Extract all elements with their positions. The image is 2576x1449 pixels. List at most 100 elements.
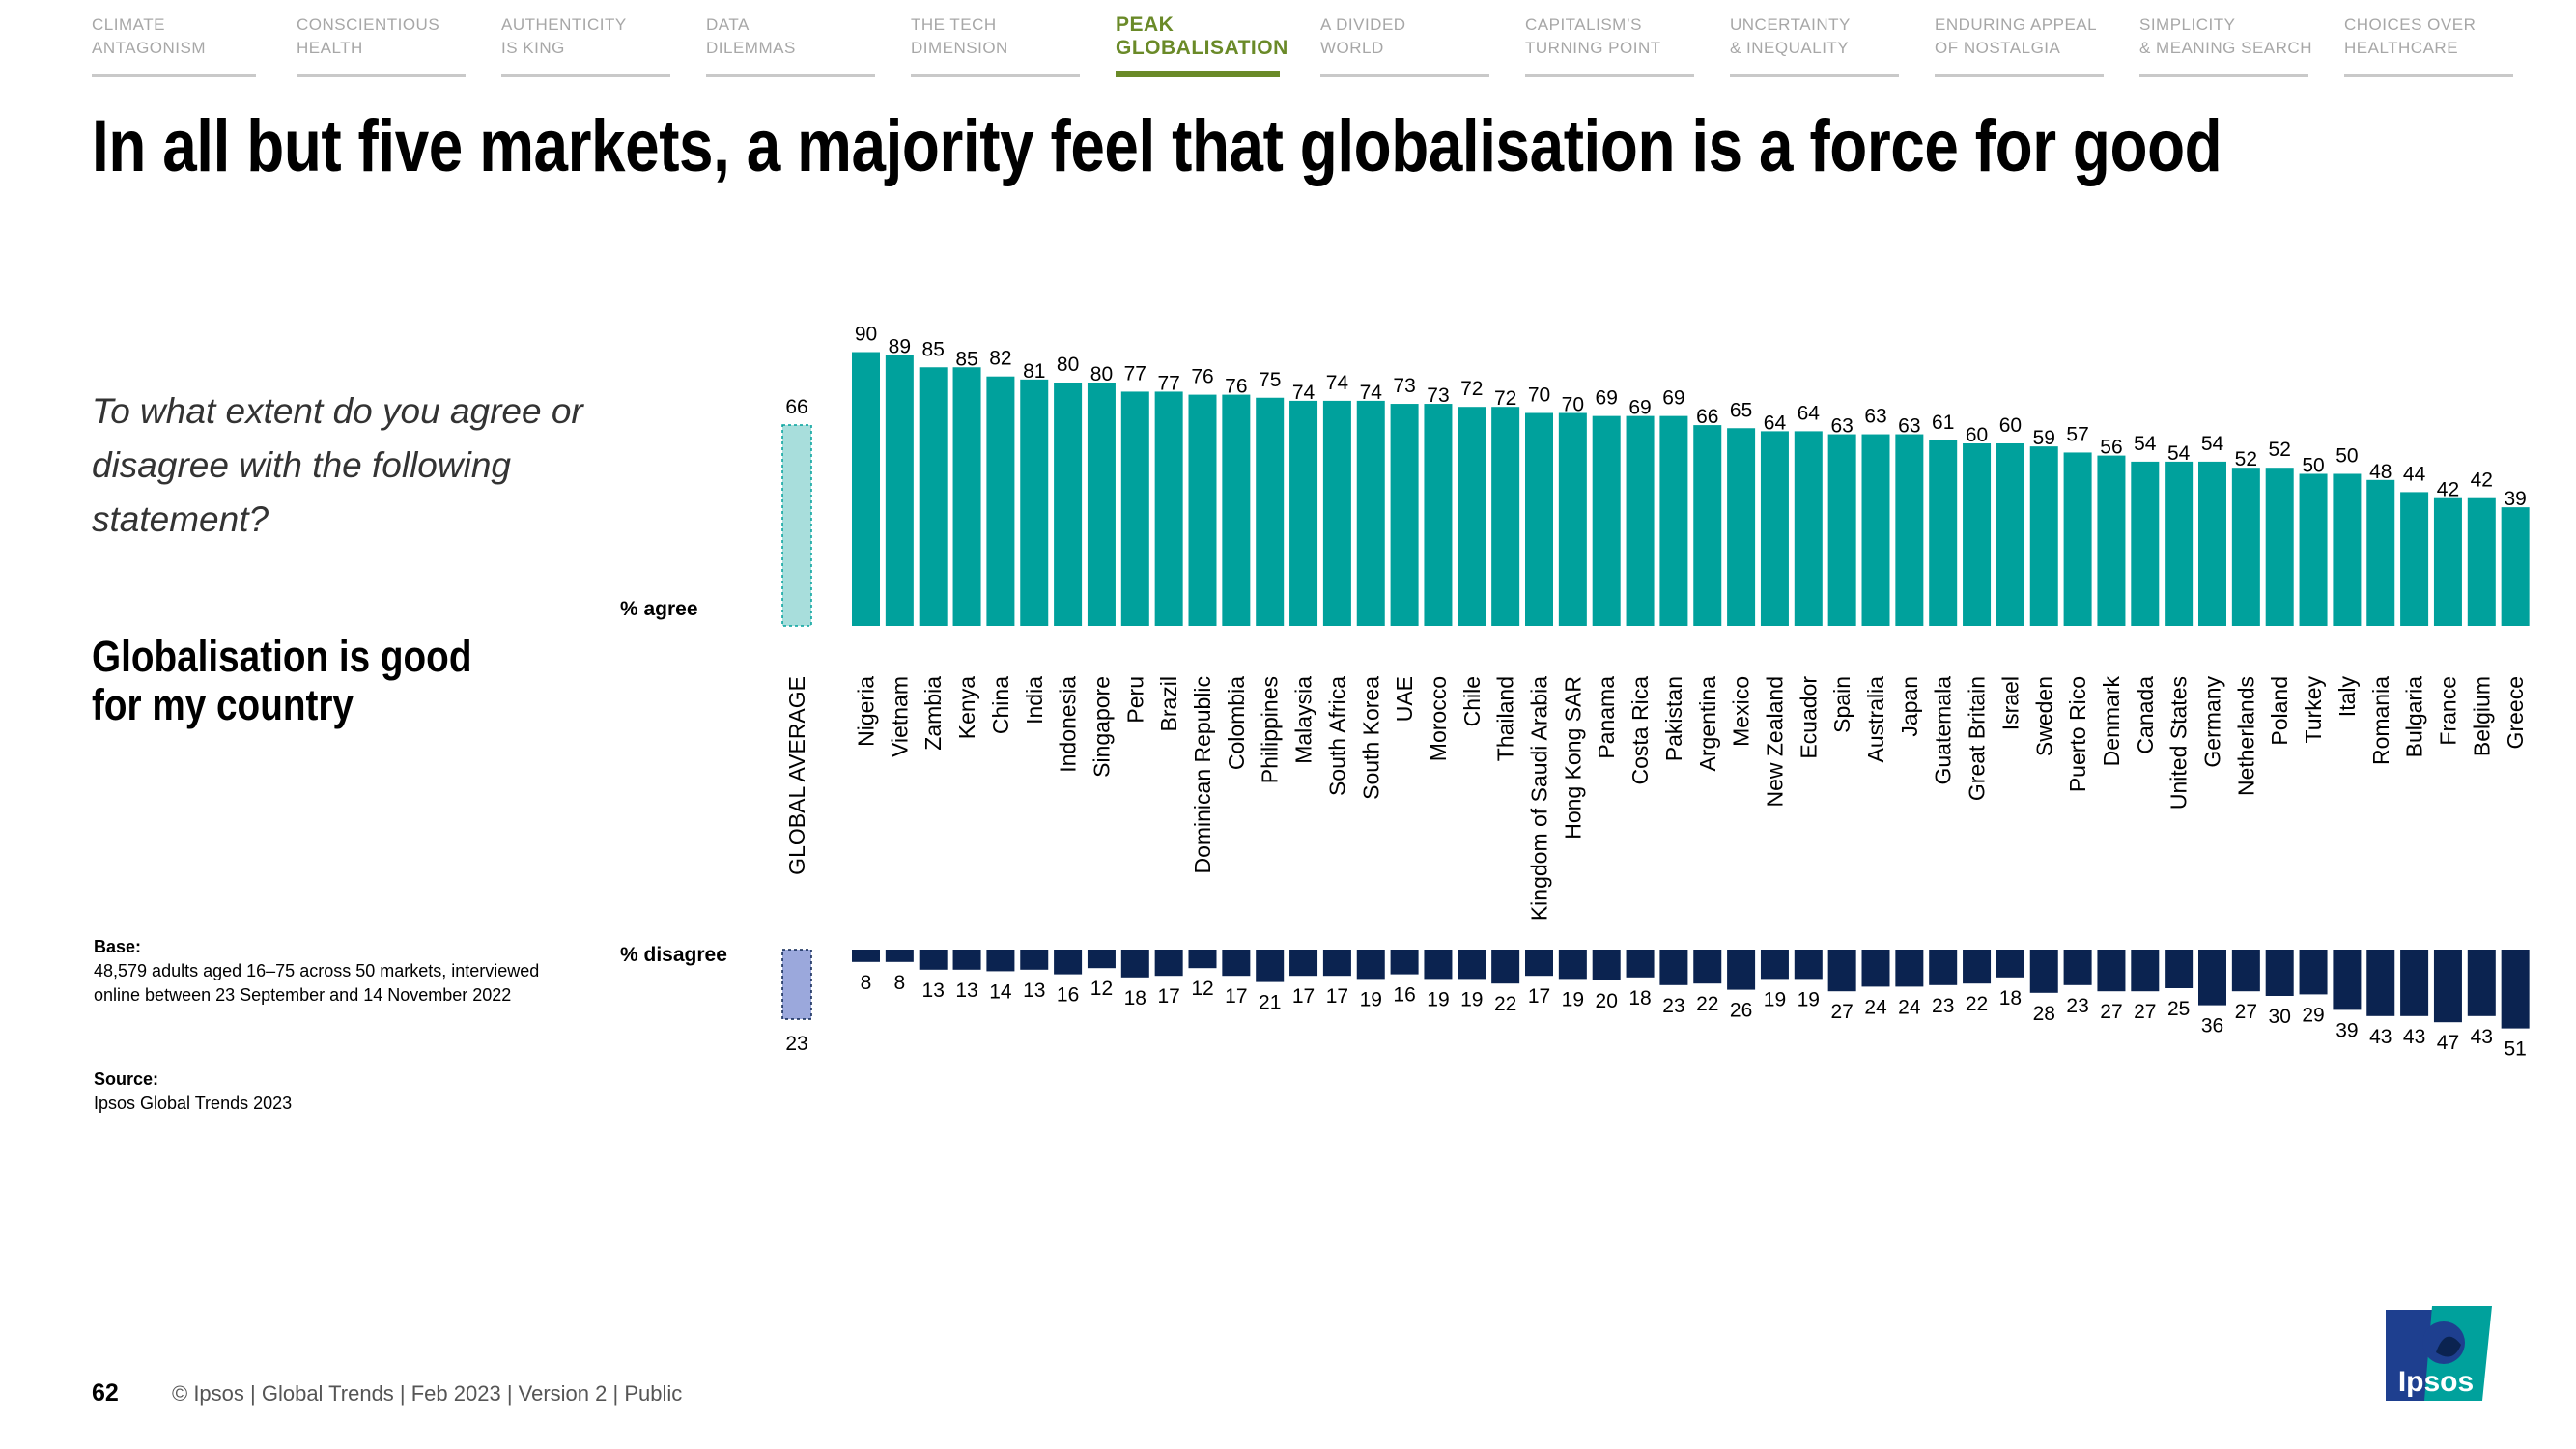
- disagree-value-label: 13: [1023, 980, 1045, 1002]
- nav-tab-7[interactable]: A DIVIDED WORLD: [1320, 14, 1489, 77]
- disagree-bar: [2165, 950, 2194, 988]
- nav-tab-6[interactable]: PEAK GLOBALISATION: [1116, 14, 1288, 77]
- page-title: In all but five markets, a majority feel…: [92, 105, 2222, 187]
- disagree-bar: [1525, 950, 1553, 977]
- nav-tab-line2: & INEQUALITY: [1730, 39, 1850, 57]
- agree-value-label: 54: [2201, 433, 2224, 455]
- agree-bar: [1525, 412, 1553, 626]
- disagree-value-label: 16: [1057, 984, 1079, 1007]
- category-label: Spain: [1829, 676, 1854, 733]
- disagree-value-label: 23: [2066, 995, 2088, 1017]
- nav-tab-1[interactable]: CLIMATE ANTAGONISM: [92, 14, 256, 77]
- disagree-bar: [2467, 950, 2496, 1016]
- nav-tab-line1: CONSCIENTIOUS: [297, 15, 440, 34]
- nav-tab-12[interactable]: CHOICES OVER HEALTHCARE: [2344, 14, 2513, 77]
- agree-bar: [1659, 415, 1688, 626]
- disagree-bar: [1895, 950, 1924, 987]
- agree-value-label: 74: [1360, 382, 1383, 404]
- disagree-bar: [2198, 950, 2226, 1006]
- agree-bar: [1592, 415, 1621, 626]
- agree-bar: [919, 367, 948, 626]
- agree-bar: [1120, 391, 1149, 626]
- agree-bar: [2231, 468, 2260, 626]
- disagree-bar: [2097, 950, 2126, 992]
- nav-tab-line1: CHOICES OVER: [2344, 15, 2477, 34]
- agree-value-label: 48: [2369, 461, 2392, 483]
- disagree-bar: [2265, 950, 2294, 996]
- disagree-bar: [1289, 950, 1318, 977]
- nav-tab-4[interactable]: DATA DILEMMAS: [706, 14, 875, 77]
- agree-value-label: 72: [1494, 387, 1516, 410]
- disagree-value-label: 27: [1830, 1001, 1853, 1023]
- category-label: Colombia: [1224, 676, 1249, 770]
- category-label: Puerto Rico: [2065, 676, 2090, 792]
- nav-tab-8[interactable]: CAPITALISM’S TURNING POINT: [1525, 14, 1694, 77]
- nav-tab-line1: AUTHENTICITY: [501, 15, 627, 34]
- nav-tab-line2: ANTAGONISM: [92, 39, 207, 57]
- disagree-value-label: 22: [1696, 993, 1718, 1015]
- nav-tab-line1: DATA: [706, 15, 750, 34]
- source-heading: Source:: [94, 1069, 159, 1089]
- agree-bar: [2029, 446, 2058, 626]
- nav-tab-line1: PEAK: [1116, 14, 1175, 36]
- nav-tab-9[interactable]: UNCERTAINTY & INEQUALITY: [1730, 14, 1899, 77]
- disagree-bar: [2400, 950, 2429, 1016]
- category-label: Canada: [2133, 676, 2158, 754]
- disagree-bar: [1154, 950, 1183, 977]
- agree-bar: [1895, 434, 1924, 626]
- nav-tab-line2: IS KING: [501, 39, 565, 57]
- agree-bar: [1491, 407, 1520, 626]
- disagree-bar: [2433, 950, 2462, 1023]
- disagree-bar: [852, 950, 880, 962]
- nav-tab-5[interactable]: THE TECH DIMENSION: [911, 14, 1080, 77]
- survey-statement: Globalisation is good for my country: [92, 632, 472, 729]
- disagree-bar: [1861, 950, 1890, 987]
- agree-disagree-chart: % agree % disagree 66 23 GLOBAL AVERAGE 90 8 Ni…: [620, 324, 2530, 1061]
- nav-tab-10[interactable]: ENDURING APPEAL OF NOSTALGIA: [1935, 14, 2104, 77]
- category-label: Morocco: [1426, 676, 1451, 761]
- disagree-bar: [1794, 950, 1823, 980]
- nav-tab-3[interactable]: AUTHENTICITY IS KING: [501, 14, 670, 77]
- category-label: Romania: [2368, 676, 2393, 765]
- agree-bar: [852, 352, 880, 626]
- disagree-bar: [885, 950, 914, 962]
- disagree-bar: [1356, 950, 1385, 980]
- agree-bar: [2165, 461, 2194, 626]
- disagree-bar: [1256, 950, 1285, 982]
- disagree-value-label: 19: [1798, 988, 1820, 1010]
- logo-text: Ipsos: [2398, 1366, 2474, 1398]
- disagree-bar: [2299, 950, 2328, 995]
- category-label: Italy: [2335, 676, 2360, 718]
- agree-value-label: 64: [1764, 412, 1787, 434]
- disagree-value-label: 18: [1999, 987, 2022, 1009]
- disagree-value-label: 13: [955, 980, 977, 1002]
- category-label: Argentina: [1695, 676, 1720, 772]
- agree-bar: [1087, 383, 1116, 626]
- agree-value-label: 44: [2403, 463, 2426, 485]
- disagree-value-label: 27: [2235, 1001, 2257, 1023]
- agree-bar: [1356, 400, 1385, 626]
- disagree-value-label: 51: [2504, 1038, 2526, 1061]
- agree-value-label: 65: [1730, 399, 1752, 421]
- nav-tab-2[interactable]: CONSCIENTIOUS HEALTH: [297, 14, 466, 77]
- category-label: Poland: [2267, 676, 2292, 746]
- base-text: 48,579 adults aged 16–75 across 50 marke…: [94, 961, 540, 1005]
- agree-value-label: 90: [855, 324, 877, 346]
- nav-tab-line2: HEALTH: [297, 39, 363, 57]
- nav-tab-line2: OF NOSTALGIA: [1935, 39, 2061, 57]
- disagree-value-label: 17: [1157, 985, 1179, 1008]
- disagree-bar: [1491, 950, 1520, 984]
- average-disagree-label: 23: [785, 1033, 807, 1055]
- agree-bar: [1424, 404, 1453, 626]
- disagree-bar: [1558, 950, 1587, 980]
- base-heading: Base:: [94, 937, 142, 956]
- disagree-value-label: 39: [2335, 1019, 2358, 1041]
- disagree-bar: [2063, 950, 2092, 985]
- agree-value-label: 66: [1696, 406, 1718, 428]
- nav-tab-11[interactable]: SIMPLICITY & MEANING SEARCH: [2139, 14, 2311, 77]
- category-label: Panama: [1594, 676, 1619, 759]
- agree-bar: [1963, 443, 1992, 626]
- category-label: Costa Rica: [1628, 676, 1653, 785]
- average-agree-label: 66: [785, 396, 807, 418]
- agree-value-label: 39: [2504, 488, 2526, 510]
